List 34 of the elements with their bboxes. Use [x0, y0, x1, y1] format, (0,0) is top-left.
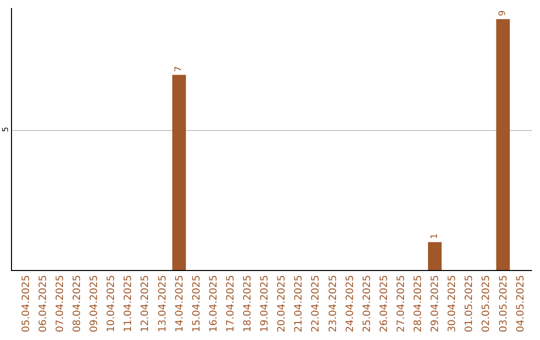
x-tick-label: 12.04.2025 [140, 275, 152, 332]
data-label: 1 [430, 233, 440, 240]
x-tick-label: 30.04.2025 [447, 275, 458, 332]
x-tick-label: 01.05.2025 [464, 275, 476, 332]
x-tick-label: 06.04.2025 [38, 275, 49, 332]
x-tick-label: 03.05.2025 [498, 275, 510, 332]
x-tick-label: 18.04.2025 [242, 275, 254, 332]
x-tick-label: 20.04.2025 [276, 275, 288, 332]
data-label: 9 [498, 10, 508, 16]
x-tick-label: 09.04.2025 [89, 275, 100, 332]
x-tick-label: 16.04.2025 [208, 275, 220, 332]
x-tick-label: 11.04.2025 [123, 275, 134, 332]
x-tick-label: 08.04.2025 [72, 275, 84, 332]
x-tick-label: 10.04.2025 [106, 275, 118, 332]
x-tick-label: 04.05.2025 [515, 275, 526, 332]
x-tick-label: 22.04.2025 [310, 275, 322, 332]
x-tick-label: 23.04.2025 [328, 275, 339, 332]
x-tick-label: 24.04.2025 [344, 275, 356, 332]
x-tick-label: 27.04.2025 [396, 275, 407, 332]
data-label: 7 [174, 66, 184, 72]
x-tick-label: 28.04.2025 [413, 275, 424, 332]
x-tick-label: 07.04.2025 [54, 275, 66, 332]
x-tick-label: 05.04.2025 [20, 275, 32, 332]
x-tick-label: 29.04.2025 [430, 275, 442, 332]
x-tick-label: 02.05.2025 [481, 275, 492, 332]
x-tick-label: 14.04.2025 [174, 275, 186, 332]
x-tick-label: 13.04.2025 [157, 275, 168, 332]
x-tick-label: 19.04.2025 [260, 275, 271, 332]
x-tick-label: 17.04.2025 [225, 275, 236, 332]
x-tick-label: 26.04.2025 [378, 275, 390, 332]
x-tick-label: 15.04.2025 [191, 275, 202, 332]
y-tick-label: 5 [0, 126, 10, 132]
x-tick-label: 25.04.2025 [362, 275, 373, 332]
x-tick-label: 21.04.2025 [294, 275, 305, 332]
